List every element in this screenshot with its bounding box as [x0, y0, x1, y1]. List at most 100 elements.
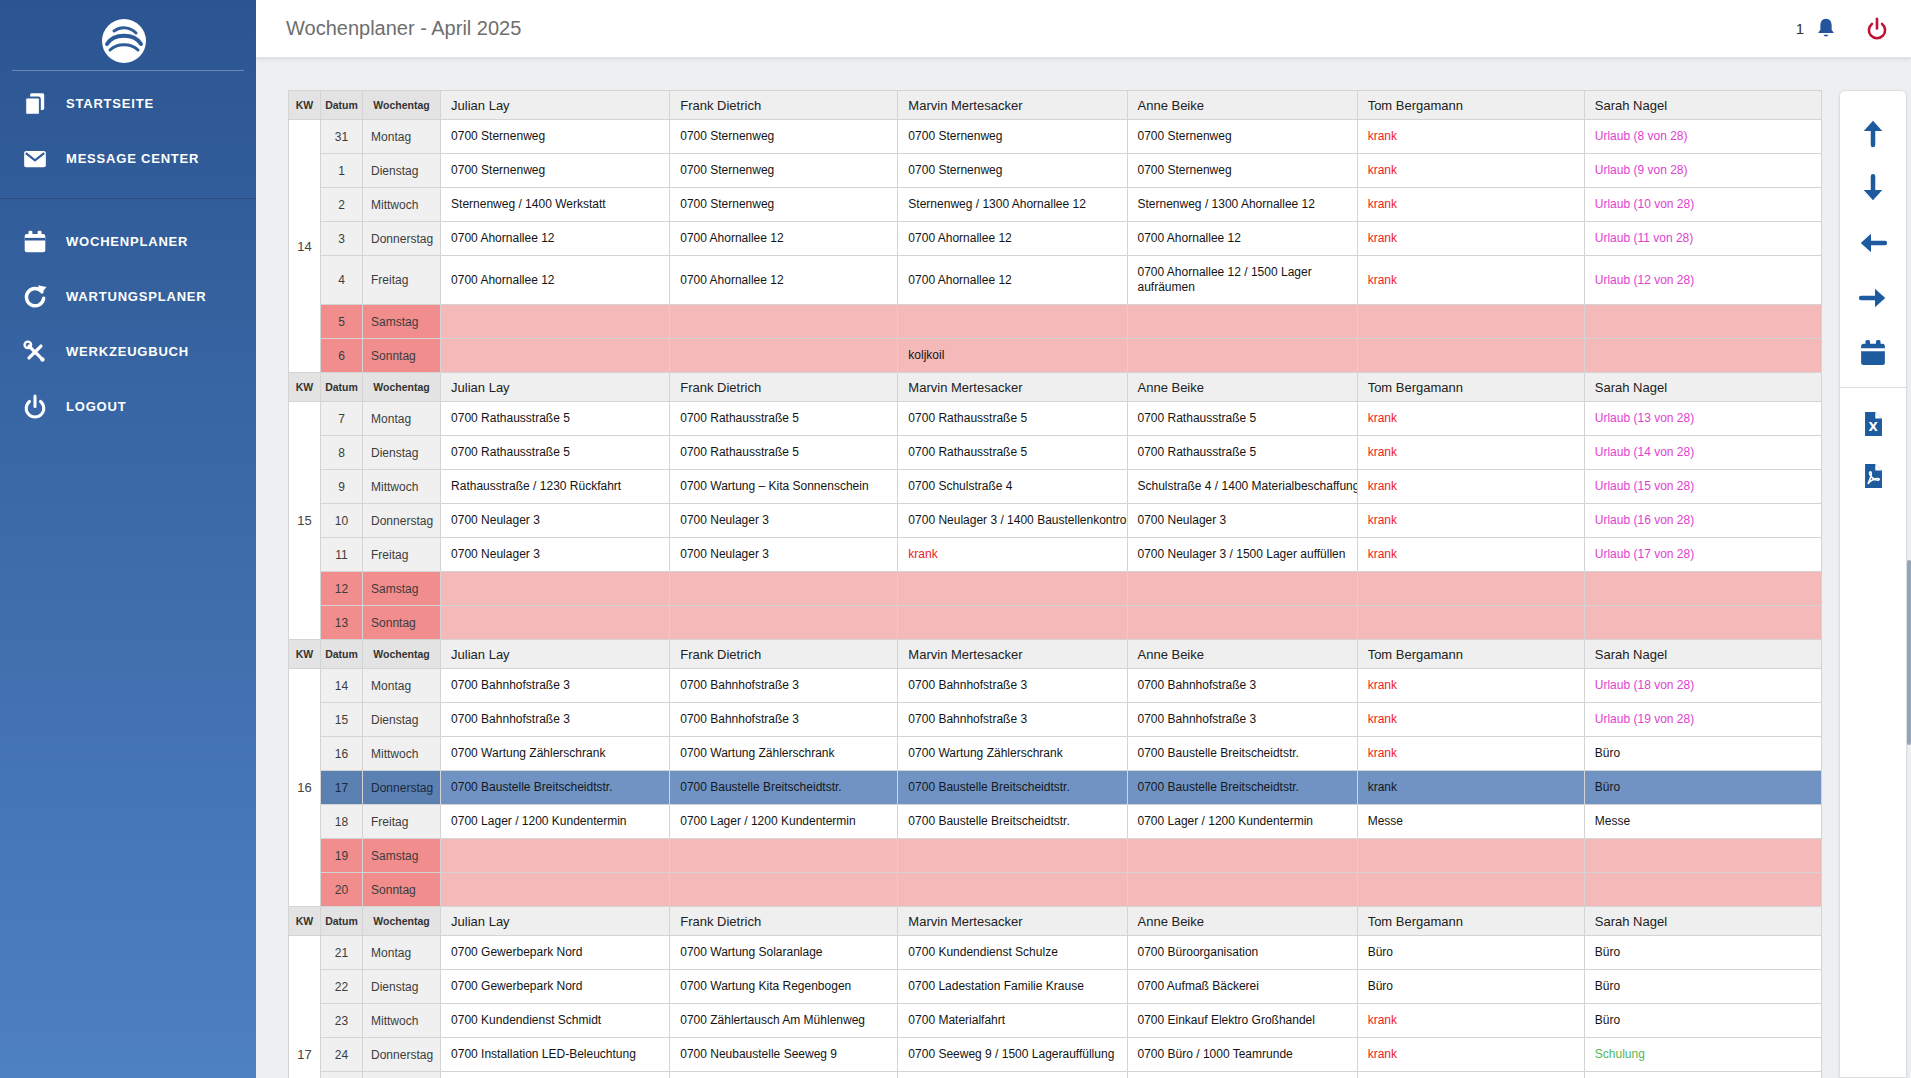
datum-cell[interactable]: 17: [321, 771, 363, 805]
schedule-cell[interactable]: Messe: [1584, 805, 1821, 839]
schedule-cell[interactable]: 0700 Ladestation Familie Krause: [898, 970, 1127, 1004]
schedule-cell[interactable]: [1584, 1072, 1821, 1078]
schedule-cell[interactable]: 0700 Ahornallee 12: [898, 256, 1127, 305]
datum-cell[interactable]: [321, 1072, 363, 1078]
scroll-down-button[interactable]: [1839, 160, 1907, 215]
schedule-cell[interactable]: Rathausstraße / 1230 Rückfahrt: [441, 470, 670, 504]
schedule-cell[interactable]: 0700 Bahnhofstraße 3: [898, 669, 1127, 703]
schedule-cell[interactable]: krank: [1357, 669, 1584, 703]
wochentag-cell[interactable]: Mittwoch: [363, 470, 441, 504]
datum-cell[interactable]: 12: [321, 572, 363, 606]
wochentag-cell[interactable]: Mittwoch: [363, 188, 441, 222]
schedule-cell[interactable]: 0700 Schulstraße 4: [898, 470, 1127, 504]
schedule-cell[interactable]: 0700 Baustelle Breitscheidtstr.: [1127, 771, 1357, 805]
sidebar-item-message-center[interactable]: MESSAGE CENTER: [0, 131, 256, 186]
schedule-cell[interactable]: krank: [1357, 1004, 1584, 1038]
schedule-cell[interactable]: [1584, 305, 1821, 339]
schedule-cell[interactable]: 0700 Ahornallee 12: [898, 222, 1127, 256]
schedule-cell[interactable]: Sternenweg / 1300 Ahornallee 12: [898, 188, 1127, 222]
datum-cell[interactable]: 1: [321, 154, 363, 188]
schedule-cell[interactable]: Urlaub (11 von 28): [1584, 222, 1821, 256]
schedule-cell[interactable]: [1127, 339, 1357, 373]
schedule-cell[interactable]: 0700 Bahnhofstraße 3: [670, 669, 898, 703]
schedule-cell[interactable]: krank: [1357, 470, 1584, 504]
schedule-cell[interactable]: [1127, 305, 1357, 339]
wochentag-cell[interactable]: Donnerstag: [363, 222, 441, 256]
schedule-cell[interactable]: 0700 Sternenweg: [898, 154, 1127, 188]
schedule-cell[interactable]: [441, 1072, 670, 1078]
schedule-cell[interactable]: [1357, 873, 1584, 907]
schedule-cell[interactable]: 0700 Sternenweg: [670, 154, 898, 188]
schedule-cell[interactable]: [1127, 572, 1357, 606]
schedule-cell[interactable]: 0700 Wartung – Kita Sonnenschein: [670, 470, 898, 504]
schedule-cell[interactable]: 0700 Gewerbepark Nord: [441, 970, 670, 1004]
schedule-cell[interactable]: [441, 572, 670, 606]
schedule-cell[interactable]: [1357, 572, 1584, 606]
schedule-cell[interactable]: krank: [1357, 120, 1584, 154]
schedule-cell[interactable]: krank: [1357, 1038, 1584, 1072]
schedule-cell[interactable]: krank: [1357, 402, 1584, 436]
schedule-cell[interactable]: Büro: [1357, 970, 1584, 1004]
wochentag-cell[interactable]: Donnerstag: [363, 771, 441, 805]
schedule-cell[interactable]: 0700 Büro / 1000 Teamrunde: [1127, 1038, 1357, 1072]
next-month-button[interactable]: [1839, 270, 1907, 325]
schedule-cell[interactable]: krank: [1357, 703, 1584, 737]
datum-cell[interactable]: 8: [321, 436, 363, 470]
schedule-cell[interactable]: [1127, 606, 1357, 640]
schedule-cell[interactable]: 0700 Wartung Zählerschrank: [441, 737, 670, 771]
schedule-cell[interactable]: Urlaub (8 von 28): [1584, 120, 1821, 154]
sidebar-item-logout[interactable]: LOGOUT: [0, 379, 256, 434]
schedule-cell[interactable]: Urlaub (12 von 28): [1584, 256, 1821, 305]
schedule-cell[interactable]: krank: [1357, 737, 1584, 771]
schedule-cell[interactable]: krank: [1357, 504, 1584, 538]
schedule-cell[interactable]: 0700 Aufmaß Bäckerei: [1127, 970, 1357, 1004]
wochentag-cell[interactable]: Samstag: [363, 839, 441, 873]
wochentag-cell[interactable]: Donnerstag: [363, 504, 441, 538]
wochentag-cell[interactable]: Samstag: [363, 572, 441, 606]
scroll-up-button[interactable]: [1839, 105, 1907, 160]
wochentag-cell[interactable]: Freitag: [363, 538, 441, 572]
schedule-cell[interactable]: [441, 606, 670, 640]
schedule-cell[interactable]: [898, 606, 1127, 640]
schedule-cell[interactable]: 0700 Seeweg 9 / 1500 Lagerauffüllung: [898, 1038, 1127, 1072]
datum-cell[interactable]: 10: [321, 504, 363, 538]
wochentag-cell[interactable]: Sonntag: [363, 873, 441, 907]
datum-cell[interactable]: 5: [321, 305, 363, 339]
schedule-cell[interactable]: krank: [1357, 436, 1584, 470]
schedule-cell[interactable]: 0700 Materialfahrt: [898, 1004, 1127, 1038]
datum-cell[interactable]: 21: [321, 936, 363, 970]
schedule-cell[interactable]: krank: [1357, 771, 1584, 805]
schedule-cell[interactable]: Urlaub (19 von 28): [1584, 703, 1821, 737]
datum-cell[interactable]: 3: [321, 222, 363, 256]
schedule-cell[interactable]: [1127, 873, 1357, 907]
schedule-cell[interactable]: krank: [1357, 188, 1584, 222]
schedule-cell[interactable]: [898, 305, 1127, 339]
schedule-cell[interactable]: Urlaub (15 von 28): [1584, 470, 1821, 504]
datum-cell[interactable]: 11: [321, 538, 363, 572]
schedule-cell[interactable]: 0700 Bahnhofstraße 3: [670, 703, 898, 737]
calendar-button[interactable]: [1839, 325, 1907, 380]
schedule-cell[interactable]: Büro: [1584, 737, 1821, 771]
schedule-cell[interactable]: 0700 Ahornallee 12: [670, 256, 898, 305]
wochentag-cell[interactable]: Sonntag: [363, 339, 441, 373]
schedule-cell[interactable]: Sternenweg / 1400 Werkstatt: [441, 188, 670, 222]
schedule-cell[interactable]: 0700 Bahnhofstraße 3: [441, 669, 670, 703]
datum-cell[interactable]: 19: [321, 839, 363, 873]
schedule-cell[interactable]: 0700 Wartung Kita Regenbogen: [670, 970, 898, 1004]
schedule-cell[interactable]: Urlaub (14 von 28): [1584, 436, 1821, 470]
schedule-cell[interactable]: 0700 Kundendienst Schulze: [898, 936, 1127, 970]
schedule-cell[interactable]: [1584, 572, 1821, 606]
datum-cell[interactable]: 22: [321, 970, 363, 1004]
schedule-cell[interactable]: [1584, 839, 1821, 873]
wochentag-cell[interactable]: Dienstag: [363, 436, 441, 470]
schedule-cell[interactable]: [670, 873, 898, 907]
schedule-cell[interactable]: [1584, 339, 1821, 373]
sidebar-item-wartungsplaner[interactable]: WARTUNGSPLANER: [0, 269, 256, 324]
schedule-cell[interactable]: 0700 Wartung Zählerschrank: [898, 737, 1127, 771]
schedule-cell[interactable]: [1357, 339, 1584, 373]
schedule-cell[interactable]: 0700 Neulager 3: [441, 504, 670, 538]
datum-cell[interactable]: 9: [321, 470, 363, 504]
datum-cell[interactable]: 20: [321, 873, 363, 907]
datum-cell[interactable]: 14: [321, 669, 363, 703]
schedule-cell[interactable]: Schulung: [1584, 1038, 1821, 1072]
